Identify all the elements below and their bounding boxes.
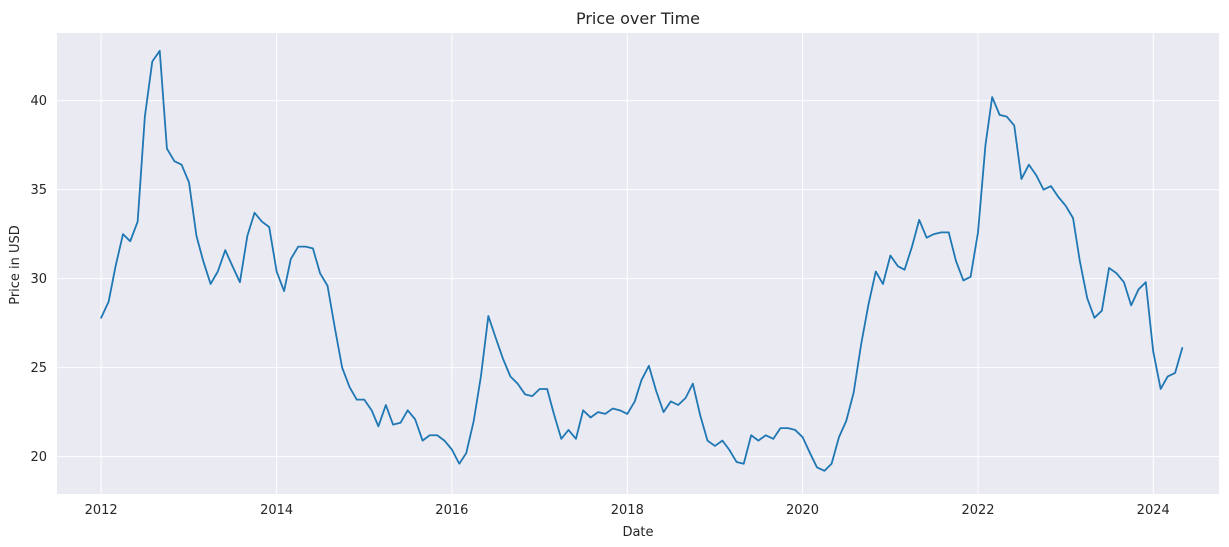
x-tick-labels: 2012 2014 2016 2018 2020 2022 2024 <box>85 503 1170 518</box>
y-tick-label: 25 <box>30 361 47 376</box>
x-tick-label: 2018 <box>611 503 644 518</box>
x-tick-label: 2014 <box>260 503 293 518</box>
y-tick-label: 30 <box>30 272 47 287</box>
y-axis-label: Price in USD <box>8 225 23 305</box>
x-tick-label: 2012 <box>85 503 118 518</box>
x-axis-label: Date <box>622 525 653 540</box>
grid <box>57 33 1219 494</box>
y-tick-label: 35 <box>30 183 47 198</box>
series-layer <box>100 49 1184 472</box>
x-tick-label: 2024 <box>1137 503 1170 518</box>
x-tick-label: 2022 <box>961 503 994 518</box>
y-tick-label: 20 <box>30 450 47 465</box>
y-tick-labels: 20 25 30 35 40 <box>30 94 47 465</box>
x-tick-label: 2016 <box>435 503 468 518</box>
chart-title: Price over Time <box>576 9 700 28</box>
price-series-line <box>100 49 1184 472</box>
plot-background <box>57 33 1219 494</box>
x-tick-label: 2020 <box>786 503 819 518</box>
y-tick-label: 40 <box>30 94 47 109</box>
